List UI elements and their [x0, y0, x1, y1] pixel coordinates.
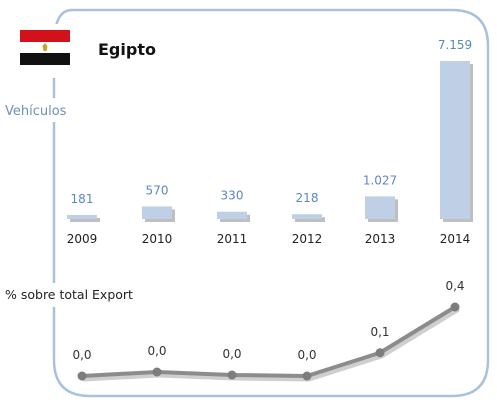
percent-point-2013 [375, 348, 385, 358]
year-tick-label: 2014 [440, 232, 471, 246]
flag-eagle-emblem [42, 43, 48, 51]
card-frame [52, 8, 490, 398]
percent-point-2010 [152, 367, 162, 377]
bar-value-label: 181 [71, 192, 94, 206]
bar-2014 [440, 61, 470, 219]
frame-gap-line-label [0, 283, 170, 307]
percent-point-2011 [227, 370, 237, 380]
percent-value-label: 0,0 [222, 347, 241, 361]
flag-red-stripe [20, 30, 70, 42]
bar-shadow-2012 [295, 217, 325, 222]
bar-2009 [67, 215, 97, 219]
percent-value-label: 0,0 [297, 348, 316, 362]
country-title: Egipto [98, 40, 156, 59]
percent-export-axis-label: % sobre total Export [5, 287, 133, 302]
percent-value-label: 0,0 [147, 344, 166, 358]
bar-shadow-2009 [70, 218, 100, 222]
percent-point-2009 [77, 371, 87, 381]
year-tick-label: 2010 [142, 232, 173, 246]
percent-value-label: 0,4 [445, 279, 464, 293]
percent-point-2012 [302, 371, 312, 381]
percent-export-line-series: 0,0 0,0 0,0 0,0 0,1 0,4 [72, 279, 465, 382]
flag-black-stripe [20, 53, 70, 65]
bar-2010 [142, 206, 172, 219]
bar-2011 [217, 211, 247, 219]
bar-2013 [365, 196, 395, 219]
egypt-flag-icon [20, 30, 70, 65]
percent-line [80, 305, 457, 378]
bar-value-label: 218 [296, 191, 319, 205]
bar-value-label: 330 [221, 189, 244, 203]
bar-value-label: 7.159 [438, 38, 472, 52]
year-tick-label: 2009 [67, 232, 98, 246]
year-tick-label: 2013 [365, 232, 396, 246]
year-tick-label: 2011 [217, 232, 248, 246]
bar-value-label: 570 [146, 183, 169, 197]
percent-value-label: 0,1 [370, 325, 389, 339]
bar-value-label: 1.027 [363, 173, 397, 187]
percent-point-2014 [450, 302, 460, 312]
year-tick-label: 2012 [292, 232, 323, 246]
vehicles-bar-series: 181 2009 570 2010 330 2011 218 2012 1.027 2013 7.1… [67, 38, 473, 246]
frame-gap-bar-label [0, 98, 95, 122]
bar-2012 [292, 214, 322, 219]
percent-line-shadow [81, 307, 460, 382]
percent-value-label: 0,0 [72, 348, 91, 362]
vehicles-axis-label: Vehículos [5, 104, 67, 119]
